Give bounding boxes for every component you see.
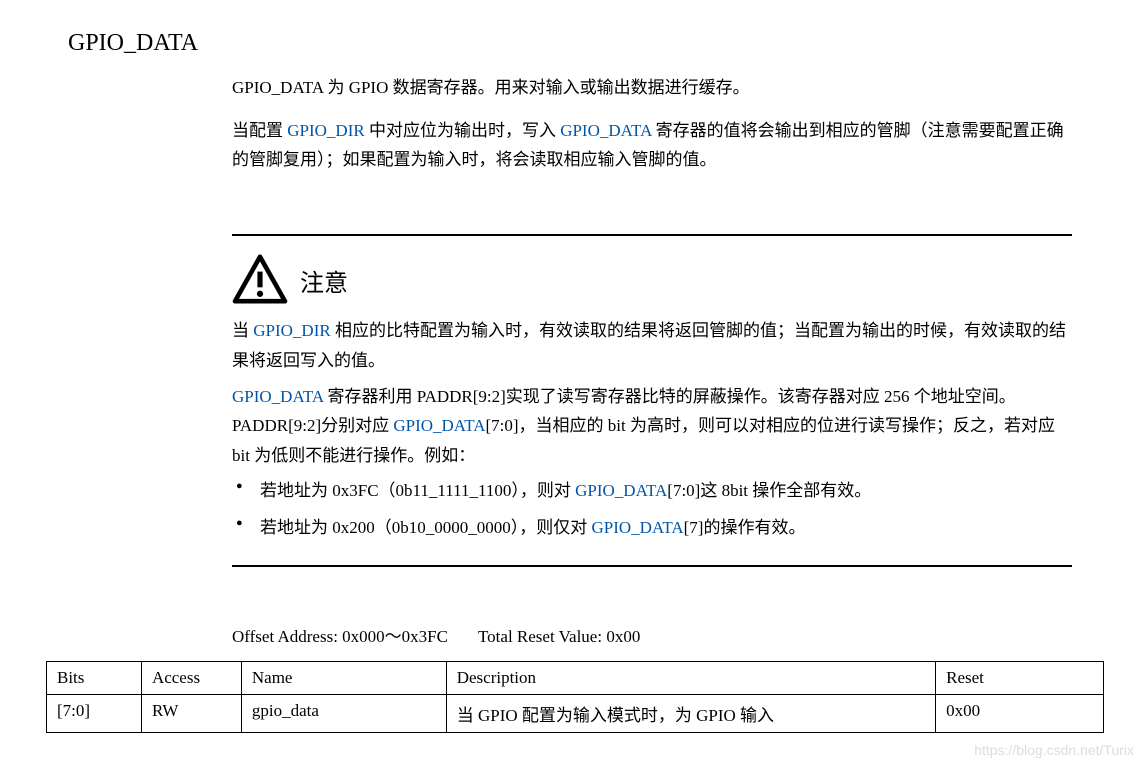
intro-section: GPIO_DATA 为 GPIO 数据寄存器。用来对输入或输出数据进行缓存。 当…	[232, 74, 1072, 189]
text-span: [7]的操作有效。	[684, 518, 806, 537]
notice-p1: 当 GPIO_DIR 相应的比特配置为输入时，有效读取的结果将返回管脚的值；当配…	[232, 316, 1072, 376]
text-span: 中对应位为输出时，写入	[365, 121, 561, 140]
text-span: 当	[232, 321, 253, 340]
text-span: 当配置	[232, 121, 287, 140]
col-reset: Reset	[936, 662, 1104, 695]
intro-p1: GPIO_DATA 为 GPIO 数据寄存器。用来对输入或输出数据进行缓存。	[232, 74, 1072, 103]
link-gpio-dir[interactable]: GPIO_DIR	[287, 121, 364, 140]
link-gpio-data[interactable]: GPIO_DATA	[592, 518, 684, 537]
offset-line: Offset Address: 0x000～0x3FC Total Reset V…	[232, 622, 640, 647]
col-description: Description	[446, 662, 935, 695]
link-gpio-data[interactable]: GPIO_DATA	[560, 121, 651, 140]
col-bits: Bits	[47, 662, 142, 695]
link-gpio-dir[interactable]: GPIO_DIR	[253, 321, 330, 340]
page-title: GPIO_DATA	[68, 30, 198, 57]
offset-address: Offset Address: 0x000～0x3FC	[232, 627, 448, 646]
col-name: Name	[241, 662, 446, 695]
notice-title: 注意	[300, 263, 348, 298]
text-span: 相应的比特配置为输入时，有效读取的结果将返回管脚的值；当配置为输出的时候，有效读…	[232, 321, 1066, 370]
cell-description: 当 GPIO 配置为输入模式时，为 GPIO 输入	[446, 695, 935, 733]
text-span: 若地址为 0x200（0b10_0000_0000），则仅对	[260, 518, 592, 537]
cell-access: RW	[141, 695, 241, 733]
text-span: [7:0]这 8bit 操作全部有效。	[667, 481, 871, 500]
col-access: Access	[141, 662, 241, 695]
register-table: Bits Access Name Description Reset [7:0]…	[46, 661, 1104, 733]
notice-body: 当 GPIO_DIR 相应的比特配置为输入时，有效读取的结果将返回管脚的值；当配…	[232, 316, 1072, 543]
warning-icon	[232, 254, 288, 304]
intro-p2: 当配置 GPIO_DIR 中对应位为输出时，写入 GPIO_DATA 寄存器的值…	[232, 117, 1072, 175]
total-reset: Total Reset Value: 0x00	[478, 627, 640, 646]
table-header-row: Bits Access Name Description Reset	[47, 662, 1104, 695]
bullet-list: 若地址为 0x3FC（0b11_1111_1100），则对 GPIO_DATA[…	[232, 477, 1072, 543]
notice-box: 注意 当 GPIO_DIR 相应的比特配置为输入时，有效读取的结果将返回管脚的值…	[232, 234, 1072, 567]
notice-header: 注意	[232, 254, 1072, 304]
link-gpio-data[interactable]: GPIO_DATA	[393, 416, 485, 435]
list-item: 若地址为 0x200（0b10_0000_0000），则仅对 GPIO_DATA…	[232, 514, 1072, 543]
notice-p2: GPIO_DATA 寄存器利用 PADDR[9:2]实现了读写寄存器比特的屏蔽操…	[232, 382, 1072, 471]
link-gpio-data[interactable]: GPIO_DATA	[232, 387, 323, 406]
list-item: 若地址为 0x3FC（0b11_1111_1100），则对 GPIO_DATA[…	[232, 477, 1072, 506]
cell-bits: [7:0]	[47, 695, 142, 733]
link-gpio-data[interactable]: GPIO_DATA	[575, 481, 667, 500]
cell-name: gpio_data	[241, 695, 446, 733]
table-row: [7:0] RW gpio_data 当 GPIO 配置为输入模式时，为 GPI…	[47, 695, 1104, 733]
watermark: https://blog.csdn.net/Turix	[974, 742, 1134, 758]
cell-reset: 0x00	[936, 695, 1104, 733]
text-span: 若地址为 0x3FC（0b11_1111_1100），则对	[260, 481, 575, 500]
